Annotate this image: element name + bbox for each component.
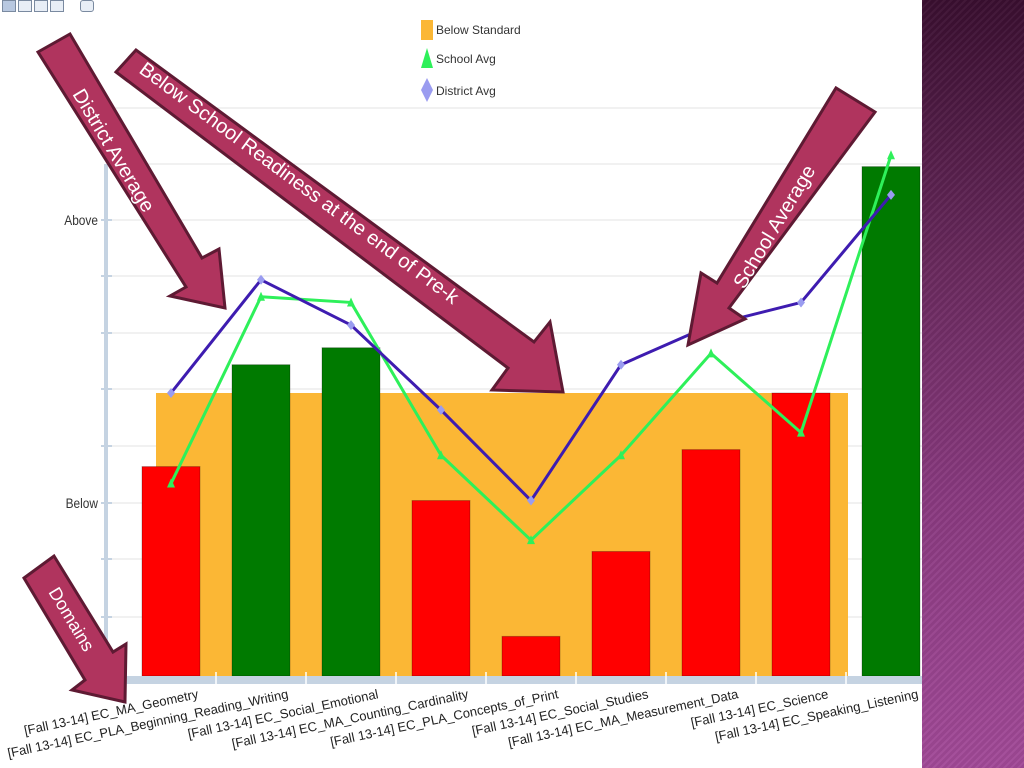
bar-8 [771,392,831,677]
district-avg-point-3 [347,320,355,331]
domains-arrow [22,553,128,704]
district-avg-point-6 [617,359,625,370]
legend-marker-school-avg [421,48,433,68]
y-tick-labels: Above Below [64,212,98,511]
school-average-arrow [686,85,878,348]
school-avg-point-5 [527,535,535,545]
grid-view-icon[interactable] [2,0,16,12]
district-avg-point-4 [437,404,445,415]
district-avg-point-5 [527,495,535,506]
school-avg-point-8 [797,427,805,437]
legend-item-district-avg: District Avg [421,78,496,102]
school-avg-point-9 [887,150,895,160]
bars [141,166,921,677]
school-avg-point-2 [257,291,265,301]
school-average-label: School Average [729,161,820,292]
average-lines [167,150,895,545]
bar-chart: Above Below [Fall 13-14] EC_MA_Geometry[F… [6,20,922,761]
slide-side-panel [922,0,1024,768]
legend-label-school-avg: School Avg [436,52,496,66]
x-axis-line [106,676,922,684]
callout-below-readiness: Below School Readiness at the end of Pre… [113,47,565,394]
school-avg-point-4 [437,450,445,460]
chart-legend: Below Standard School Avg District Avg [421,20,521,102]
district-avg-point-1 [167,388,175,398]
x-tick-labels: [Fall 13-14] EC_MA_Geometry[Fall 13-14] … [6,686,920,760]
bar-5 [501,635,561,677]
chart-axes [101,164,922,684]
bar-2 [231,364,291,677]
y-tick-label-below: Below [66,495,99,511]
school-avg-point-7 [707,348,715,358]
table-view-icon[interactable] [18,0,32,12]
school-avg-point-6 [617,450,625,460]
tree-view-icon[interactable] [50,0,64,12]
chart-area: Above Below [Fall 13-14] EC_MA_Geometry [F… [0,0,922,761]
print-icon[interactable] [80,0,94,12]
callout-domains: Domains [22,553,128,704]
legend-item-school-avg: School Avg [421,48,496,68]
bar-3 [321,347,381,677]
district-avg-point-8 [797,297,805,308]
list-view-icon[interactable] [34,0,48,12]
school-avg-point-3 [347,297,355,307]
bar-7 [681,449,741,677]
school-avg-point-1 [167,478,175,488]
district-avg-point-9 [887,189,895,200]
toolbar [0,0,922,14]
district-average-arrow [35,31,227,310]
y-tick-label-above: Above [64,212,98,228]
bar-1 [141,466,201,677]
legend-label-district-avg: District Avg [436,84,496,98]
bar-9 [861,166,921,677]
legend-item-below-standard: Below Standard [421,20,521,40]
district-avg-point-2 [257,274,265,285]
bar-4 [411,500,471,677]
bar-6 [591,550,651,677]
legend-marker-district-avg [421,78,433,102]
legend-swatch-below-standard [421,20,433,40]
below-readiness-arrow [113,47,565,394]
legend-label-below-standard: Below Standard [436,23,521,37]
